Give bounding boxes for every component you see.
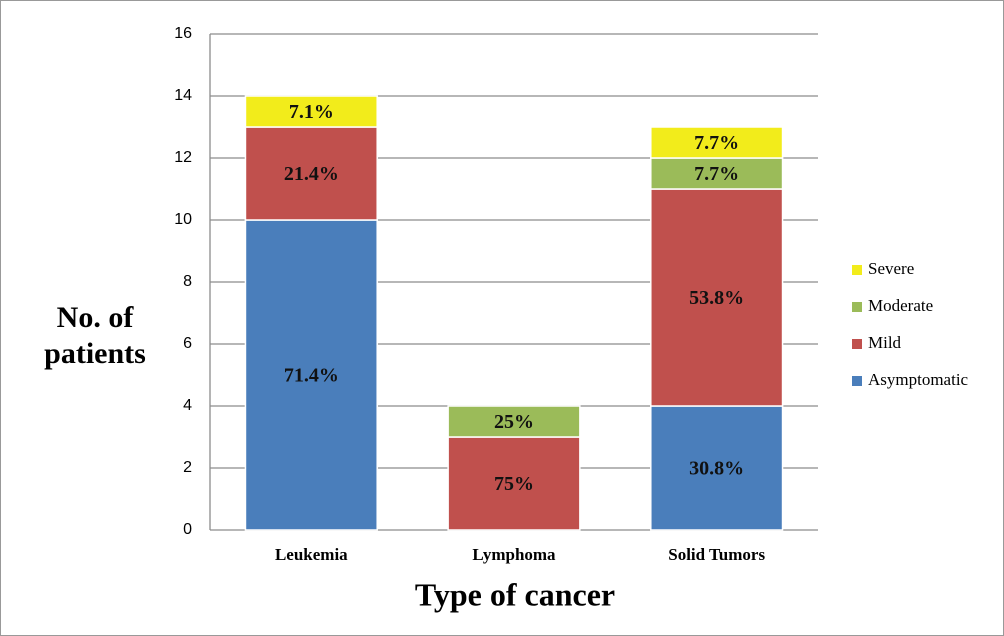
legend-swatch — [852, 265, 862, 275]
data-label: 30.8% — [689, 458, 744, 480]
y-tick-label: 0 — [183, 521, 192, 538]
x-tick-label: Solid Tumors — [668, 545, 765, 564]
bar-segment — [447, 436, 581, 531]
x-axis-title: Type of cancer — [415, 576, 615, 612]
legend-label: Asymptomatic — [868, 370, 969, 389]
y-axis-title: No. of patients — [44, 301, 146, 370]
bar-segment — [447, 405, 581, 438]
y-tick-label: 12 — [174, 149, 192, 166]
y-tick-label: 4 — [183, 397, 192, 414]
data-label: 7.1% — [289, 101, 334, 123]
x-tick-label: Leukemia — [275, 545, 348, 564]
bar-segment — [650, 157, 784, 190]
y-tick-label: 8 — [183, 273, 192, 290]
data-label: 25% — [494, 411, 534, 433]
bar-segment — [650, 188, 784, 407]
legend-swatch — [852, 376, 862, 386]
y-tick-label: 6 — [183, 335, 192, 352]
data-label: 53.8% — [689, 287, 744, 309]
y-tick-label: 16 — [174, 25, 192, 42]
bar-segment — [244, 95, 378, 128]
data-label: 7.7% — [694, 163, 739, 185]
x-tick-label: Lymphoma — [472, 545, 556, 564]
y-tick-label: 10 — [174, 211, 192, 228]
bar-segment — [650, 405, 784, 531]
bar-segment — [244, 219, 378, 531]
bar-segment — [650, 126, 784, 159]
bar-segment — [244, 126, 378, 221]
legend-label: Mild — [868, 333, 902, 352]
y-tick-label: 14 — [174, 87, 192, 104]
y-tick-label: 2 — [183, 459, 192, 476]
data-label: 7.7% — [694, 132, 739, 154]
legend-swatch — [852, 339, 862, 349]
legend-label: Moderate — [868, 296, 933, 315]
legend-swatch — [852, 302, 862, 312]
data-label: 75% — [494, 473, 534, 495]
data-label: 71.4% — [284, 365, 339, 387]
legend-label: Severe — [868, 259, 914, 278]
data-label: 21.4% — [284, 163, 339, 185]
